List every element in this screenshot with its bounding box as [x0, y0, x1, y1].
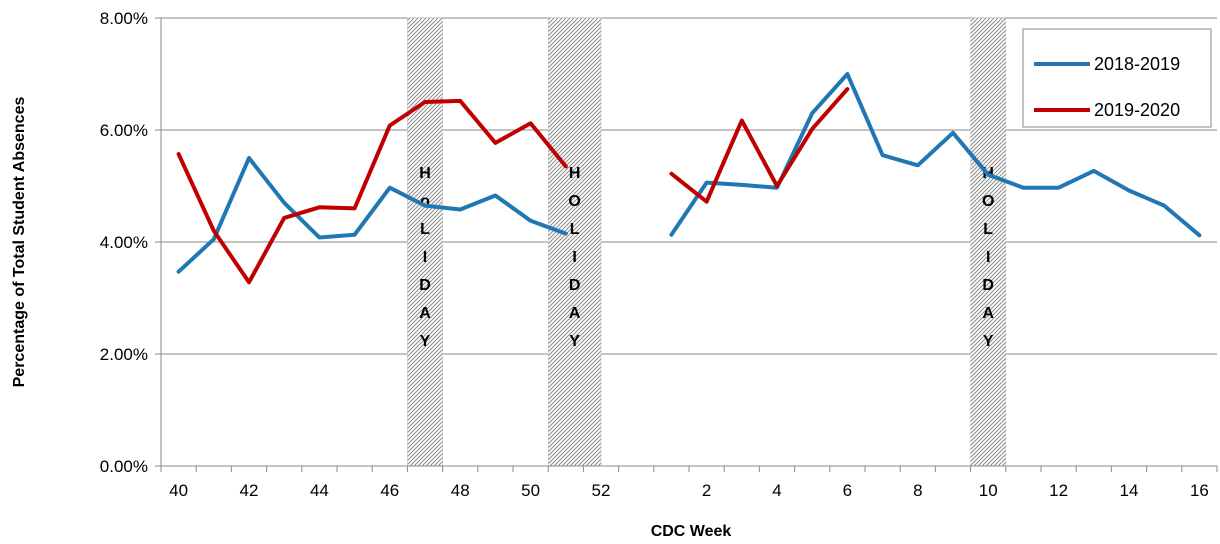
x-tick-label: 44 — [310, 481, 329, 500]
series-line-2019-2020 — [176, 87, 850, 285]
x-tick-label: 8 — [913, 481, 922, 500]
x-tick-label: 48 — [451, 481, 470, 500]
x-tick-label: 46 — [380, 481, 399, 500]
y-axis-title: Percentage of Total Student Absences — [11, 97, 28, 388]
holiday-letter: H — [419, 165, 431, 182]
holiday-band — [970, 17, 1007, 467]
holiday-letter: O — [568, 193, 580, 210]
y-tick-label: 8.00% — [100, 9, 148, 28]
x-tick-label: 52 — [592, 481, 611, 500]
x-tick-label: 14 — [1120, 481, 1139, 500]
legend: 2018-2019 2019-2020 — [1022, 28, 1212, 128]
holiday-band — [407, 17, 443, 467]
holiday-letter: A — [982, 305, 994, 322]
holiday-letter: H — [569, 165, 581, 182]
holiday-letter: L — [570, 221, 580, 238]
holiday-letter: Y — [569, 333, 580, 350]
legend-label: 2018-2019 — [1094, 54, 1180, 74]
x-tick-label: 50 — [521, 481, 540, 500]
holiday-letter: I — [423, 249, 427, 266]
holiday-letter: O — [982, 193, 994, 210]
holiday-letter: A — [419, 305, 431, 322]
x-tick-label: 12 — [1049, 481, 1068, 500]
holiday-band — [547, 17, 602, 467]
tick-labels: 0.00%2.00%4.00%6.00%8.00%40 42 44 46 48 50 52 2… — [100, 9, 1209, 500]
holiday-letter: D — [982, 277, 994, 294]
x-tick-label: 4 — [772, 481, 781, 500]
y-tick-label: 2.00% — [100, 345, 148, 364]
holiday-letter: I — [986, 249, 990, 266]
holiday-letter: I — [572, 249, 576, 266]
x-tick-label: 16 — [1190, 481, 1209, 500]
y-tick-label: 6.00% — [100, 121, 148, 140]
x-tick-label: 10 — [979, 481, 998, 500]
series-lines — [176, 72, 1202, 285]
axes — [155, 17, 1218, 472]
holiday-letter: o — [420, 193, 430, 210]
x-tick-label: 42 — [240, 481, 259, 500]
holiday-letter: Y — [420, 333, 431, 350]
y-tick-label: 0.00% — [100, 457, 148, 476]
y-tick-label: 4.00% — [100, 233, 148, 252]
x-axis-title: CDC Week — [651, 523, 732, 540]
x-tick-label: 2 — [702, 481, 711, 500]
holiday-letter: L — [983, 221, 993, 238]
legend-label: 2019-2020 — [1094, 100, 1180, 120]
holiday-letter: L — [420, 221, 430, 238]
holiday-letter: D — [419, 277, 431, 294]
x-tick-label: 40 — [169, 481, 188, 500]
holiday-letter: A — [569, 305, 581, 322]
series-line-2018-2019 — [176, 72, 1202, 274]
holiday-letter: D — [569, 277, 581, 294]
holiday-letter: Y — [983, 333, 994, 350]
x-tick-label: 6 — [843, 481, 852, 500]
